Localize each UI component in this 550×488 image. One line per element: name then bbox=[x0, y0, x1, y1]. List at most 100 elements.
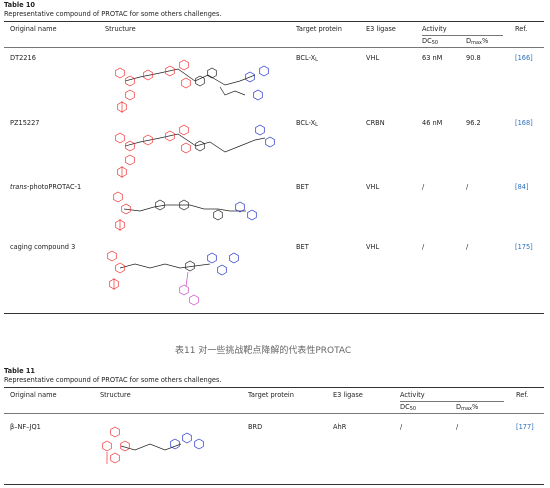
header-e3: E3 ligase bbox=[333, 391, 363, 399]
header-ref: Ref. bbox=[515, 25, 528, 33]
table-caption: Representative compound of PROTAC for so… bbox=[4, 376, 222, 384]
ring bbox=[165, 65, 175, 77]
ring bbox=[115, 132, 125, 144]
ring bbox=[189, 294, 199, 306]
bond bbox=[124, 133, 266, 153]
row-target: BET bbox=[296, 183, 309, 191]
rule bbox=[4, 413, 544, 414]
text-part: DC bbox=[422, 37, 432, 45]
ring bbox=[253, 89, 263, 101]
ring bbox=[194, 438, 204, 450]
subscript: L bbox=[315, 122, 318, 128]
row-dc50: / bbox=[422, 183, 425, 191]
ring bbox=[110, 452, 120, 464]
header-name: Original name bbox=[10, 25, 57, 33]
suffix: % bbox=[481, 37, 489, 45]
header-e3: E3 ligase bbox=[366, 25, 396, 33]
header-dmax: Dmax% bbox=[466, 38, 488, 46]
subscript: max bbox=[471, 40, 482, 46]
ring bbox=[117, 166, 127, 178]
ring bbox=[185, 260, 195, 272]
header-structure: Structure bbox=[105, 25, 136, 33]
ring bbox=[155, 199, 165, 211]
ring bbox=[121, 203, 131, 215]
text-part: D bbox=[456, 403, 462, 411]
rule bbox=[4, 387, 544, 388]
rule bbox=[4, 47, 544, 48]
row-target: BCL-XL bbox=[296, 55, 318, 63]
ring bbox=[179, 59, 189, 71]
header-name: Original name bbox=[10, 391, 57, 399]
row-e3: AhR bbox=[333, 423, 347, 431]
ring bbox=[207, 67, 217, 79]
text-part: BCL-X bbox=[296, 54, 316, 62]
text-part: BCL-X bbox=[296, 119, 316, 127]
row-e3: VHL bbox=[366, 54, 380, 62]
header-target: Target protein bbox=[248, 391, 294, 399]
rule bbox=[400, 401, 504, 402]
ring bbox=[182, 432, 192, 444]
row-ref: [175] bbox=[515, 243, 533, 251]
rule bbox=[422, 35, 503, 36]
row-target: BET bbox=[296, 243, 309, 251]
ring bbox=[110, 426, 120, 438]
header-target: Target protein bbox=[296, 25, 342, 33]
ring bbox=[125, 75, 135, 87]
ring bbox=[113, 191, 123, 203]
row-e3: VHL bbox=[366, 183, 380, 191]
header-activity: Activity bbox=[422, 25, 447, 33]
row-ref: [177] bbox=[516, 423, 534, 431]
row-name: DT2216 bbox=[10, 54, 36, 62]
header-structure: Structure bbox=[100, 391, 131, 399]
ring bbox=[120, 440, 130, 452]
row-dmax: 90.8 bbox=[466, 54, 481, 62]
row-dmax: / bbox=[456, 423, 459, 431]
ring bbox=[179, 124, 189, 136]
ring bbox=[213, 209, 223, 221]
header-dc50: DC50 bbox=[422, 38, 438, 46]
italic-part: trans bbox=[10, 183, 27, 191]
rule bbox=[4, 484, 544, 485]
row-target: BCL-XL bbox=[296, 120, 318, 128]
ring bbox=[259, 65, 269, 77]
chinese-caption: 表11 对一些挑战靶点降解的代表性PROTAC bbox=[175, 346, 352, 356]
ring bbox=[115, 67, 125, 79]
bond bbox=[185, 271, 189, 287]
row-dc50: / bbox=[422, 243, 425, 251]
ring bbox=[207, 252, 217, 264]
ring bbox=[143, 134, 153, 146]
header-dmax: Dmax% bbox=[456, 404, 478, 412]
bond bbox=[123, 204, 246, 212]
row-dmax: / bbox=[466, 243, 469, 251]
ring bbox=[255, 124, 265, 136]
row-target: BRD bbox=[248, 423, 263, 431]
ring bbox=[117, 101, 127, 113]
row-dc50: 63 nM bbox=[422, 54, 443, 62]
table-title: Table 10 bbox=[4, 1, 36, 9]
rule bbox=[4, 21, 544, 22]
row-dc50: / bbox=[400, 423, 403, 431]
ring bbox=[229, 252, 239, 264]
table-title: Table 11 bbox=[4, 367, 36, 375]
row-e3: VHL bbox=[366, 243, 380, 251]
bond bbox=[120, 443, 182, 451]
ring bbox=[125, 154, 135, 166]
ring bbox=[181, 77, 191, 89]
ring bbox=[217, 264, 227, 276]
row-dmax: / bbox=[466, 183, 469, 191]
subscript: max bbox=[461, 406, 472, 412]
header-activity: Activity bbox=[400, 391, 425, 399]
row-name: PZ15227 bbox=[10, 119, 40, 127]
ring bbox=[107, 250, 117, 262]
ring bbox=[102, 440, 112, 452]
bond bbox=[119, 263, 211, 269]
row-dmax: 96.2 bbox=[466, 119, 481, 127]
row-name: caging compound 3 bbox=[10, 243, 76, 251]
ring bbox=[179, 199, 189, 211]
suffix: % bbox=[471, 403, 479, 411]
bond bbox=[219, 86, 246, 96]
ring bbox=[181, 142, 191, 154]
ring bbox=[195, 140, 205, 152]
